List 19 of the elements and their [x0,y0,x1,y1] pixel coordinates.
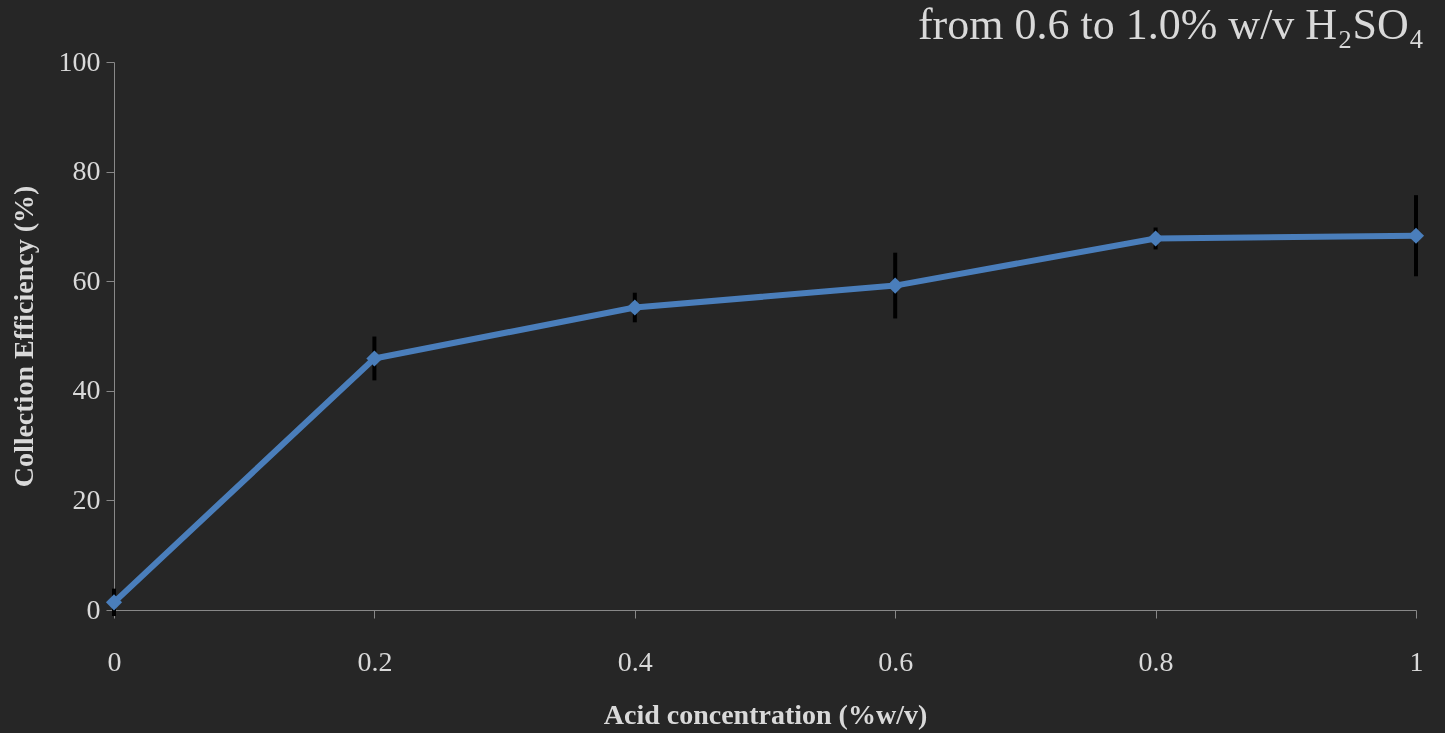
y-tick-label: 60 [72,264,101,296]
chart-title: from 0.6 to 1.0% w/v H₂SO₄ [917,0,1425,49]
point [887,277,904,294]
y-tick-label: 20 [72,483,101,515]
point [626,299,643,316]
x-tick-label: 0.4 [617,645,653,677]
y-tick-label: 100 [58,45,101,77]
point [366,350,383,367]
x-tick-label: 0 [107,645,122,677]
y-tick-label: 40 [72,374,101,406]
y-tick-label: 0 [86,593,101,625]
x-tick-label: 0.2 [357,645,393,677]
x-axis-title: Acid concentration (%w/v) [603,698,928,730]
y-axis-title: Collection Efficiency (%) [7,185,39,488]
x-tick-label: 1 [1409,645,1424,677]
y-tick-label: 80 [72,155,101,187]
x-tick-label: 0.8 [1138,645,1174,677]
point [105,594,123,611]
x-tick-label: 0.6 [878,645,914,677]
